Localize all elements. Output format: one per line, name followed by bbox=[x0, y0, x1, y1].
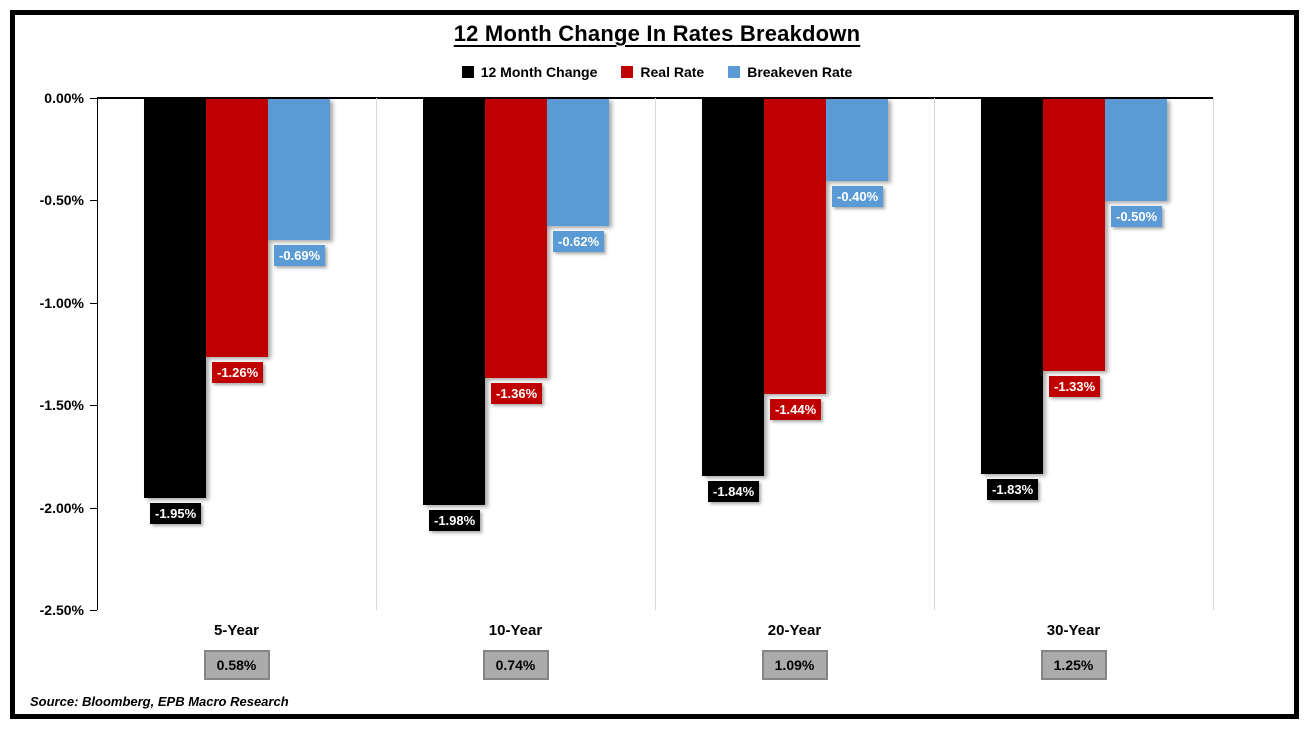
y-axis-tick-label: 0.00% bbox=[44, 90, 84, 106]
bar-value-label: -1.26% bbox=[212, 362, 264, 384]
bar-value-label: -0.40% bbox=[832, 185, 884, 207]
category-separator-line bbox=[376, 98, 377, 610]
y-axis-tick-mark bbox=[90, 302, 97, 304]
bar-value-label: -1.36% bbox=[491, 382, 543, 404]
bar-12-month-change-10-year bbox=[423, 99, 485, 505]
y-axis-tick-mark bbox=[90, 200, 97, 202]
current-rate-box-20-year: 1.09% bbox=[761, 650, 828, 680]
category-label-30-year: 30-Year bbox=[1046, 622, 1101, 639]
bar-real-rate-30-year bbox=[1043, 99, 1105, 372]
y-axis-line bbox=[97, 98, 98, 610]
category-separator-line bbox=[1213, 98, 1214, 610]
category-separator-line bbox=[934, 98, 935, 610]
legend-swatch-icon bbox=[728, 66, 741, 78]
current-rate-box-10-year: 0.74% bbox=[482, 650, 549, 680]
legend: 12 Month Change Real Rate Breakeven Rate bbox=[0, 62, 1314, 82]
bar-breakeven-rate-30-year bbox=[1105, 99, 1167, 202]
current-rate-box-5-year: 0.58% bbox=[203, 650, 270, 680]
current-rate-box-30-year: 1.25% bbox=[1040, 650, 1107, 680]
source-note: Source: Bloomberg, EPB Macro Research bbox=[30, 694, 289, 709]
bar-value-label: -0.62% bbox=[553, 230, 605, 252]
legend-item-real-rate: Real Rate bbox=[621, 64, 704, 80]
bar-12-month-change-30-year bbox=[981, 99, 1043, 474]
y-axis-tick-label: -1.00% bbox=[39, 294, 84, 311]
legend-label: 12 Month Change bbox=[480, 64, 598, 80]
bar-real-rate-10-year bbox=[485, 99, 547, 378]
category-label-10-year: 10-Year bbox=[488, 622, 543, 639]
bar-breakeven-rate-20-year bbox=[826, 99, 888, 181]
bar-breakeven-rate-10-year bbox=[547, 99, 609, 226]
legend-label: Breakeven Rate bbox=[747, 64, 853, 80]
category-label-5-year: 5-Year bbox=[213, 622, 260, 639]
legend-swatch-icon bbox=[621, 66, 634, 78]
bar-value-label: -1.84% bbox=[708, 480, 760, 502]
y-axis-tick-label: -0.50% bbox=[39, 192, 84, 209]
y-axis-tick-mark bbox=[90, 610, 97, 611]
bar-value-label: -1.83% bbox=[987, 478, 1039, 500]
bar-value-label: -1.95% bbox=[150, 503, 202, 525]
y-axis-tick-mark bbox=[90, 405, 97, 407]
bar-real-rate-20-year bbox=[764, 99, 826, 394]
legend-swatch-icon bbox=[461, 66, 474, 78]
legend-item-12-month-change: 12 Month Change bbox=[461, 64, 598, 80]
y-axis-tick-mark bbox=[90, 507, 97, 509]
y-axis-tick-mark bbox=[90, 98, 97, 99]
legend-label: Real Rate bbox=[640, 64, 705, 80]
y-axis-tick-label: -2.50% bbox=[39, 602, 84, 618]
chart-title: 12 Month Change In Rates Breakdown bbox=[453, 21, 861, 46]
bar-value-label: -1.33% bbox=[1049, 376, 1101, 398]
bar-value-label: -1.44% bbox=[770, 398, 822, 420]
category-separator-line bbox=[655, 98, 656, 610]
bar-12-month-change-5-year bbox=[144, 99, 206, 499]
bar-value-label: -0.69% bbox=[274, 245, 326, 267]
legend-item-breakeven-rate: Breakeven Rate bbox=[728, 64, 852, 80]
bar-value-label: -1.98% bbox=[429, 509, 481, 531]
category-label-20-year: 20-Year bbox=[767, 622, 822, 639]
bar-value-label: -0.50% bbox=[1111, 206, 1163, 228]
bar-12-month-change-20-year bbox=[702, 99, 764, 476]
y-axis-tick-label: -1.50% bbox=[39, 397, 84, 414]
y-axis-tick-label: -2.00% bbox=[39, 499, 84, 516]
bar-breakeven-rate-5-year bbox=[268, 99, 330, 241]
bar-real-rate-5-year bbox=[206, 99, 268, 358]
